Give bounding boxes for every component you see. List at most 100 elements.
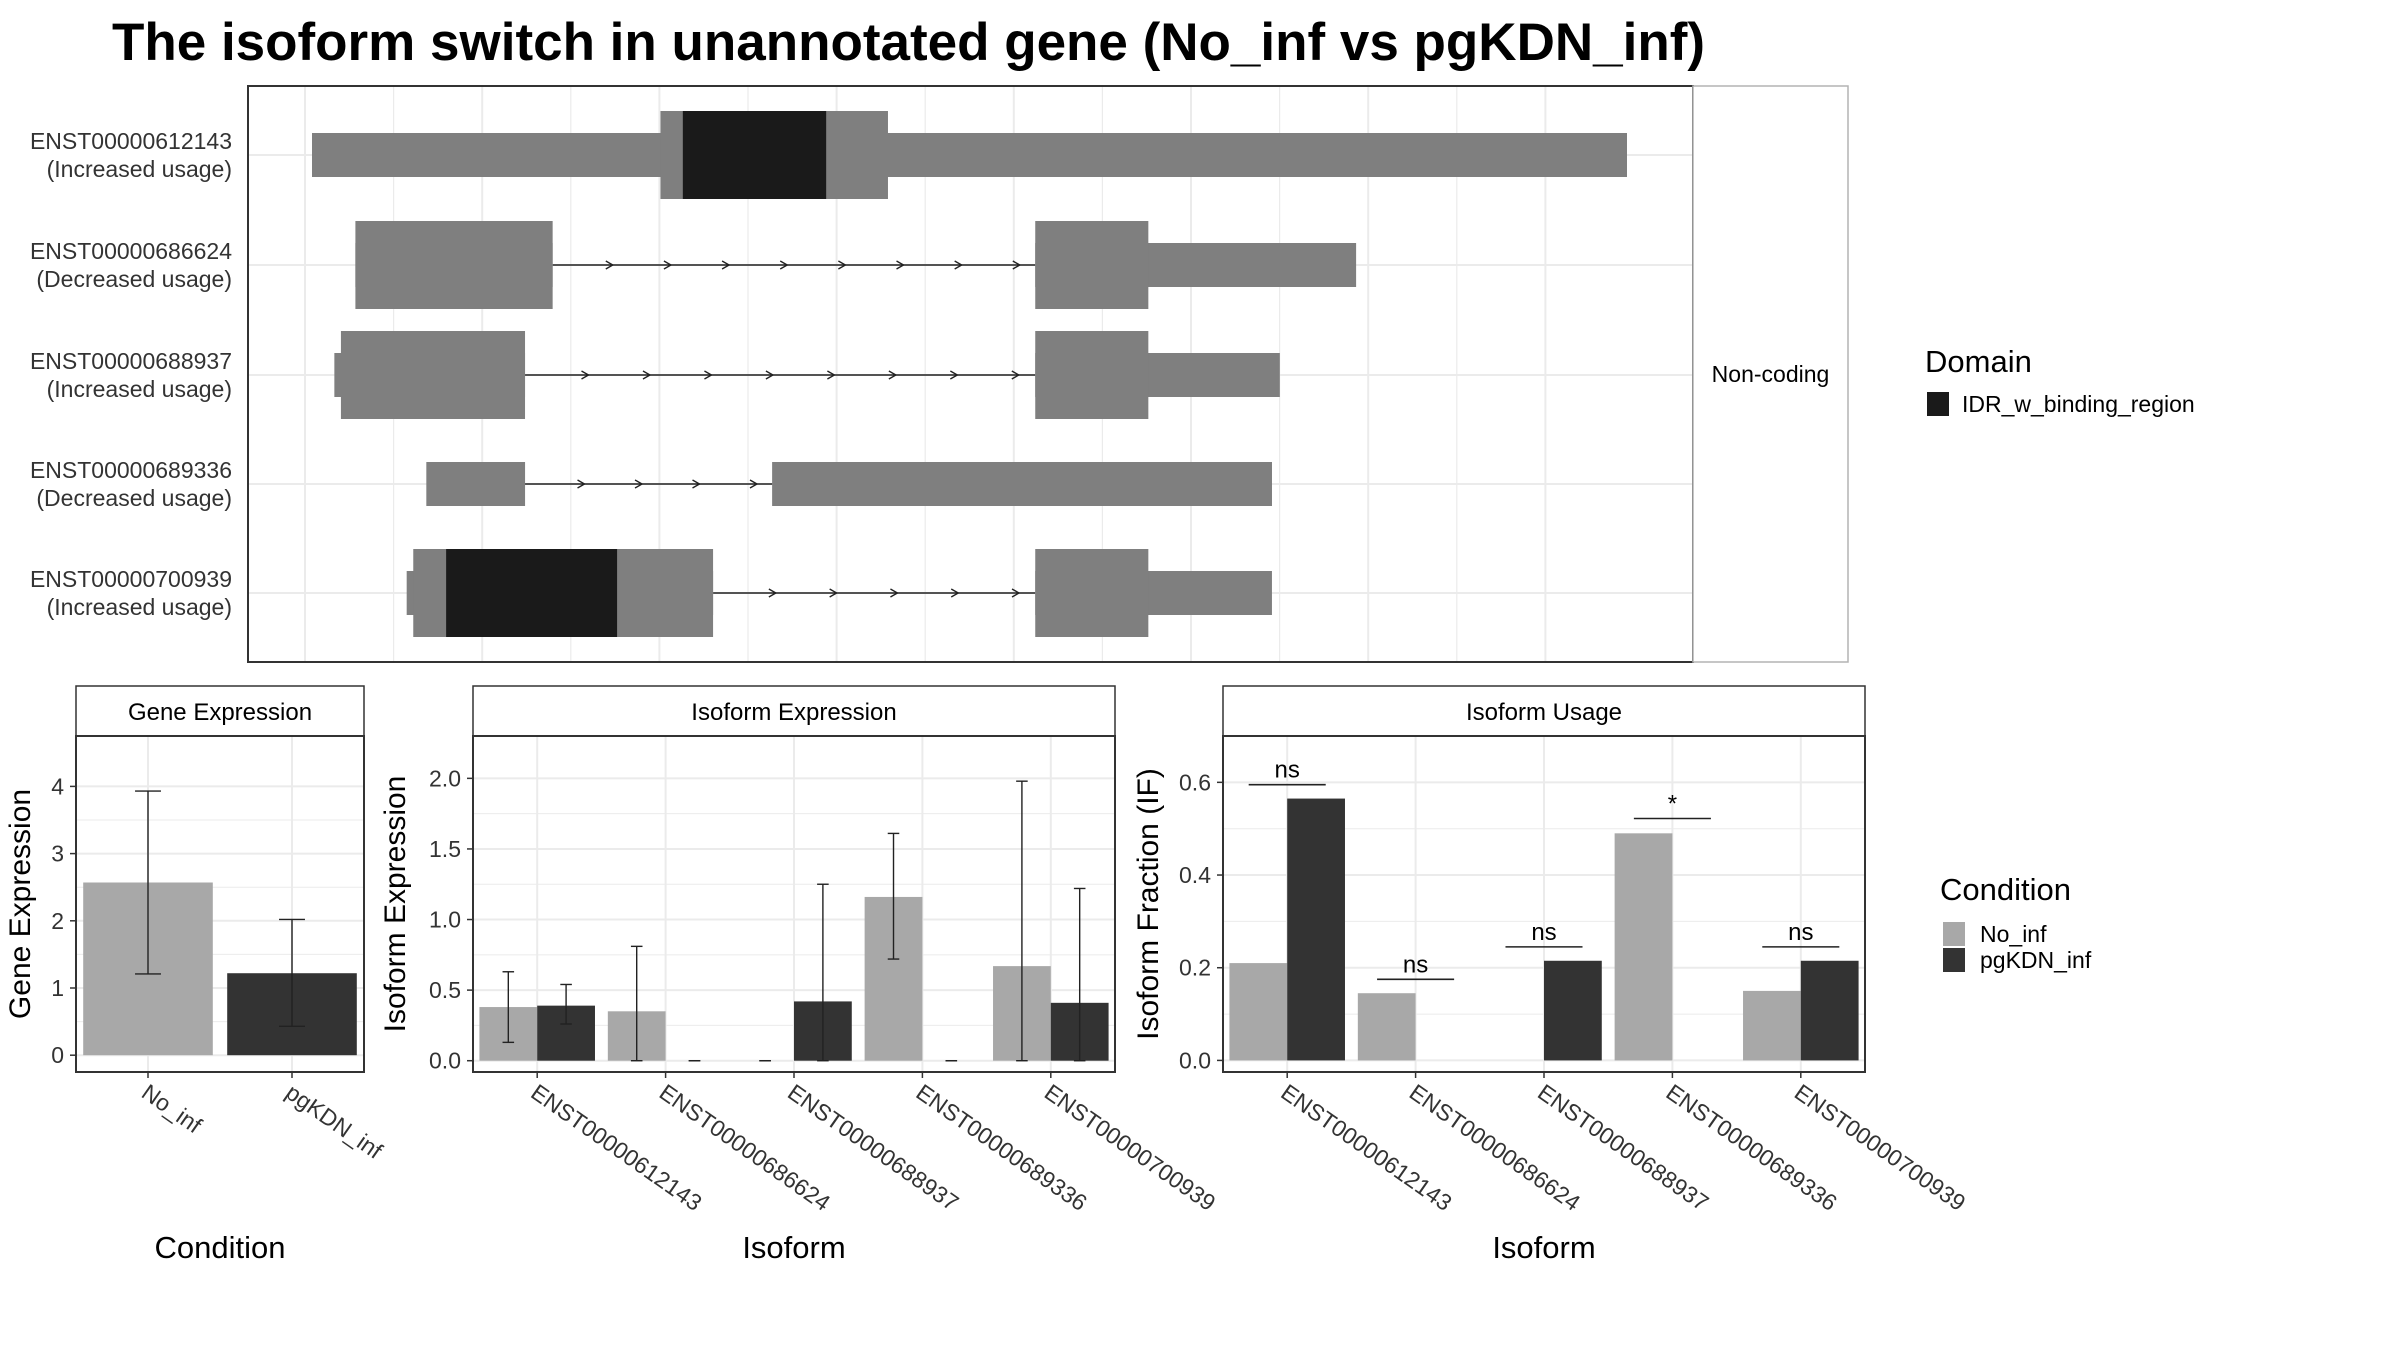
- coding-exon: [340, 331, 526, 419]
- bar: [1287, 798, 1345, 1061]
- condition-legend-title: Condition: [1940, 872, 2071, 907]
- noncoding-exon: [772, 462, 1272, 506]
- intron-arrow: [954, 260, 964, 270]
- coding-exon: [1035, 549, 1149, 637]
- coding-exon: [355, 221, 553, 309]
- gene_expression-border: [75, 735, 365, 1073]
- condition-legend-key-no-inf: [1943, 922, 1965, 946]
- isoform_usage-panel: Isoform Usagensnsns*ns0.00.20.40.6ENST00…: [1132, 685, 1970, 1265]
- isoform_usage-strip-label: Isoform Usage: [1466, 699, 1622, 726]
- intron-arrow: [768, 588, 778, 598]
- bar: [1800, 960, 1859, 1061]
- coding-exon: [1035, 221, 1149, 309]
- intron-arrow: [577, 479, 586, 489]
- transcript-id-label: ENST00000689336: [30, 457, 232, 483]
- condition-legend-key-pgkdn-inf: [1943, 948, 1965, 972]
- gene_expression-panel: Gene Expression 0 1 2 3 4 No_inf pgKDN_inf Gene …: [4, 685, 388, 1265]
- transcript-usage-label: (Increased usage): [47, 594, 232, 620]
- intron-arrow: [1011, 370, 1021, 380]
- transcript-track: [334, 331, 1280, 419]
- intron-arrow: [890, 588, 899, 598]
- intron-arrow: [827, 370, 836, 380]
- intron-arrow: [1012, 260, 1022, 270]
- x-tick-label: pgKDN_inf: [281, 1079, 388, 1164]
- intron-arrow: [829, 588, 839, 598]
- y-tick-label: 1.0: [429, 907, 461, 933]
- intron-arrow: [779, 260, 789, 270]
- intron-arrow: [642, 370, 652, 380]
- intron-arrow: [634, 479, 644, 489]
- domain-legend-key: [1927, 392, 1949, 416]
- domain-legend-label: IDR_w_binding_region: [1962, 391, 2195, 417]
- y-tick-label: 0.4: [1179, 862, 1211, 888]
- transcript-track: [312, 111, 1627, 199]
- transcript-track: [355, 221, 1357, 309]
- significance-label: ns: [1275, 757, 1300, 784]
- intron-arrow: [1011, 588, 1021, 598]
- intron-arrow: [896, 260, 905, 270]
- intron-arrow: [888, 370, 898, 380]
- intron-arrow: [663, 260, 673, 270]
- isoform_usage-x-axis-title: Isoform: [1492, 1230, 1595, 1265]
- intron-arrow: [765, 370, 775, 380]
- transcript-id-label: ENST00000612143: [30, 128, 232, 154]
- chart-title: The isoform switch in unannotated gene (…: [112, 13, 1705, 72]
- intron-arrow: [749, 479, 759, 489]
- y-tick-label: 0.6: [1179, 769, 1211, 795]
- significance-label: ns: [1788, 919, 1813, 946]
- intron-arrow: [950, 588, 960, 598]
- coding-exon: [1035, 331, 1149, 419]
- isoform_expression-y-axis-title: Isoform Expression: [379, 776, 412, 1033]
- intron-arrow: [605, 260, 615, 270]
- transcript-track: [406, 549, 1272, 637]
- condition-legend-label: No_inf: [1980, 921, 2047, 947]
- structure-strip-label: Non-coding: [1712, 361, 1830, 387]
- transcript-usage-label: (Decreased usage): [36, 266, 232, 292]
- x-tick-label: No_inf: [137, 1079, 207, 1139]
- plot-layer: ENST00000612143(Increased usage)ENST0000…: [4, 85, 2195, 1265]
- y-tick-label: 1: [51, 975, 64, 1001]
- condition-legend-label: pgKDN_inf: [1980, 947, 2092, 973]
- intron-arrow: [581, 370, 590, 380]
- domain-region: [682, 111, 827, 199]
- structure-strip: [1692, 85, 1849, 663]
- y-tick-label: 0: [51, 1042, 64, 1068]
- transcript-id-label: ENST00000700939: [30, 566, 232, 592]
- gene_expression-strip-label: Gene Expression: [128, 699, 312, 726]
- transcript-id-label: ENST00000686624: [30, 238, 232, 264]
- isoform_expression-x-axis-title: Isoform: [742, 1230, 845, 1265]
- bar: [1614, 833, 1673, 1061]
- y-tick-label: 3: [51, 841, 64, 867]
- transcript-id-label: ENST00000688937: [30, 348, 232, 374]
- isoform_usage-y-axis-title: Isoform Fraction (IF): [1132, 768, 1165, 1040]
- isoform_expression-panel: Isoform Expression0.00.51.01.52.0ENST000…: [379, 685, 1220, 1265]
- y-tick-label: 2.0: [429, 765, 461, 791]
- significance-label: *: [1668, 790, 1677, 817]
- exon: [312, 133, 1627, 177]
- isoform_expression-strip-label: Isoform Expression: [691, 699, 896, 726]
- gene_expression-x-axis-title: Condition: [155, 1230, 286, 1265]
- bar: [1229, 963, 1288, 1061]
- y-tick-label: 2: [51, 908, 64, 934]
- y-tick-label: 0.2: [1179, 955, 1211, 981]
- y-tick-label: 0.0: [429, 1048, 461, 1074]
- y-tick-label: 1.5: [429, 836, 461, 862]
- gene_expression-strip: [75, 685, 365, 737]
- bar: [1743, 990, 1801, 1061]
- bar: [1544, 960, 1602, 1061]
- y-tick-label: 0.5: [429, 977, 461, 1003]
- noncoding-exon: [426, 462, 526, 506]
- bar: [1357, 993, 1416, 1061]
- gene_expression-y-axis-title: Gene Expression: [4, 789, 37, 1019]
- intron-arrow: [838, 260, 847, 270]
- intron-arrow: [721, 260, 731, 270]
- transcript-usage-label: (Decreased usage): [36, 485, 232, 511]
- significance-label: ns: [1531, 919, 1556, 946]
- intron-arrow: [692, 479, 701, 489]
- transcript-usage-label: (Increased usage): [47, 376, 232, 402]
- intron-arrow: [949, 370, 959, 380]
- isoform_expression-strip: [472, 685, 1116, 737]
- significance-label: ns: [1403, 951, 1428, 978]
- y-tick-label: 4: [51, 773, 64, 799]
